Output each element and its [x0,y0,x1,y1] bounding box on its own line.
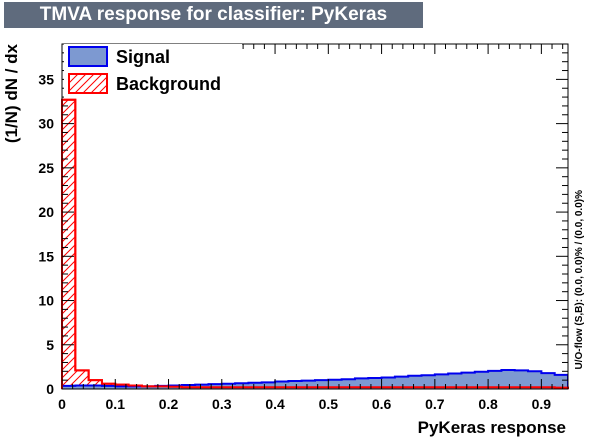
legend-signal-swatch [68,46,108,67]
axes [61,43,569,390]
x-tick-label: 0.2 [159,396,179,412]
plot-area [61,43,569,390]
x-tick-label: 0 [58,396,66,412]
x-tick-label: 0.9 [532,396,552,412]
y-tick-label: 25 [38,160,54,176]
x-axis-title: PyKeras response [418,418,566,437]
x-tick-label: 0.8 [478,396,498,412]
legend: Signal Background [64,44,242,98]
legend-signal-label: Signal [116,47,170,67]
x-tick-label: 0.5 [319,396,339,412]
y-tick-label: 5 [46,337,54,353]
x-tick-label: 0.4 [265,396,285,412]
chart-title: TMVA response for classifier: PyKeras [39,4,388,25]
plot-border [61,43,569,390]
legend-background-label: Background [116,74,221,94]
y-tick-label: 15 [38,248,54,264]
x-tick-label: 0.1 [106,396,126,412]
x-tick-label: 0.3 [212,396,232,412]
y-tick-labels: 0 5 10 15 20 25 30 35 [38,71,54,397]
y-tick-label: 0 [46,381,54,397]
y-tick-label: 30 [38,116,54,132]
chart-title-box: TMVA response for classifier: PyKeras [4,2,423,28]
y-tick-label: 35 [38,71,54,87]
y-axis-title: (1/N) dN / dx [2,43,21,143]
x-tick-label: 0.6 [372,396,392,412]
y-tick-label: 20 [38,204,54,220]
y-tick-label: 10 [38,293,54,309]
x-tick-label: 0.7 [425,396,445,412]
legend-background-swatch [68,73,108,94]
x-tick-labels: 0 0.1 0.2 0.3 0.4 0.5 0.6 0.7 0.8 0.9 [58,396,551,412]
plot-frame [61,43,569,390]
overflow-note: U/O-flow (S,B): (0.0, 0.0)% / (0.0, 0.0)… [574,190,585,370]
